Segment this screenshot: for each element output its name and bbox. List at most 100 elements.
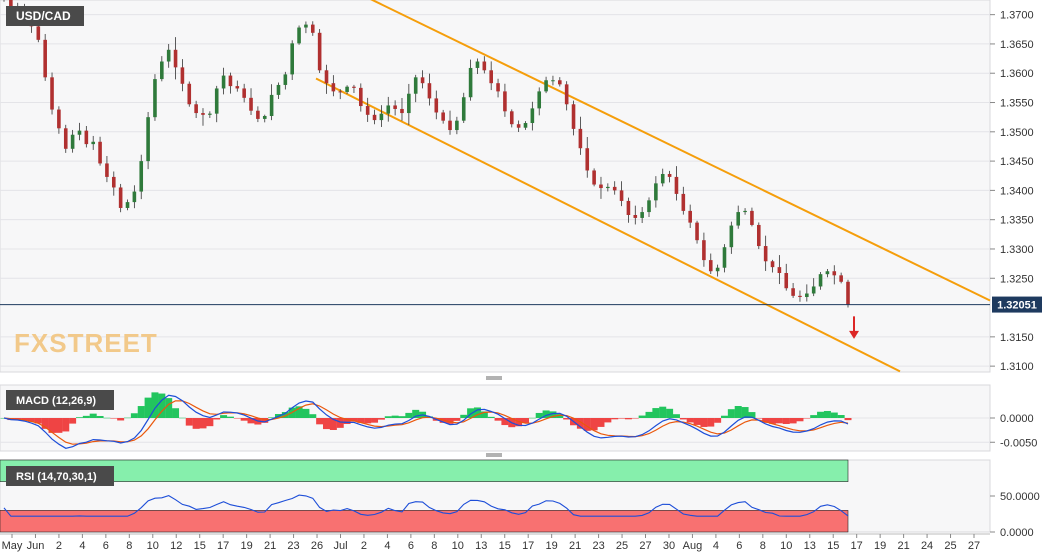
candle (242, 83, 246, 103)
candle (530, 101, 535, 131)
watermark: FXSTREET (14, 328, 158, 358)
macd-histogram-bar (329, 418, 337, 430)
candle (537, 87, 542, 116)
macd-histogram-bar (165, 398, 173, 418)
candle (523, 121, 528, 130)
x-tick-label: May (2, 540, 23, 552)
rsi-overbought-band (0, 459, 849, 482)
pane-resize-handle[interactable] (486, 453, 502, 457)
candle (496, 78, 500, 98)
symbol-text: USD/CAD (16, 9, 71, 23)
x-tick-label: 21 (569, 540, 581, 552)
macd-histogram-bar (467, 408, 475, 418)
x-tick-label: 15 (827, 540, 839, 552)
x-tick-label: 4 (384, 540, 390, 552)
x-tick-label: 6 (408, 540, 414, 552)
x-tick-label: 19 (241, 540, 253, 552)
macd-histogram-bar (130, 413, 138, 418)
candle (612, 181, 617, 195)
x-tick-label: 8 (760, 540, 766, 552)
candle (468, 59, 473, 101)
macd-histogram-bar (21, 418, 29, 421)
macd-tick-label: -0.0050 (1000, 437, 1037, 449)
svg-text:RSI (14,70,30,1): RSI (14,70,30,1) (16, 471, 97, 483)
x-tick-label: 10 (147, 540, 159, 552)
macd-histogram-bar (158, 393, 166, 418)
candle (475, 58, 480, 74)
macd-histogram-bar (624, 418, 632, 420)
price-tick-label: 1.3150 (1000, 332, 1034, 344)
macd-histogram-bar (618, 418, 626, 419)
svg-text:MACD (12,26,9): MACD (12,26,9) (16, 395, 96, 407)
macd-histogram-bar (233, 418, 241, 419)
pane-resize-handle[interactable] (485, 376, 503, 381)
macd-histogram-bar (604, 418, 612, 423)
candle (729, 221, 734, 254)
macd-tick-label: 0.0000 (1000, 413, 1034, 425)
candle (434, 90, 439, 120)
candle (393, 100, 397, 116)
price-tick-label: 1.3550 (1000, 98, 1034, 110)
macd-histogram-bar (810, 415, 818, 418)
macd-histogram-bar (137, 406, 145, 418)
candle (763, 235, 768, 271)
x-tick-label: 17 (217, 540, 229, 552)
macd-histogram-bar (631, 418, 639, 419)
candle (297, 25, 301, 45)
candle (352, 84, 356, 93)
price-tick-label: 1.3400 (1000, 185, 1034, 197)
x-tick-label: 15 (499, 540, 511, 552)
macd-histogram-bar (364, 418, 372, 424)
x-tick-label: 10 (452, 540, 464, 552)
candle (166, 44, 171, 68)
x-tick-label: 19 (874, 540, 886, 552)
macd-histogram-bar (672, 414, 680, 418)
candle (262, 114, 267, 123)
candle (441, 109, 445, 124)
macd-histogram-bar (755, 418, 763, 419)
candle (516, 120, 521, 132)
macd-histogram-bar (398, 416, 406, 418)
macd-histogram-bar (69, 418, 77, 424)
candle (345, 85, 349, 94)
macd-histogram-bar (295, 406, 303, 418)
macd-histogram-bar (576, 418, 584, 429)
candle (489, 61, 493, 91)
candle (386, 96, 391, 122)
candle (400, 97, 404, 121)
candle (359, 83, 363, 112)
candle (256, 106, 260, 123)
x-tick-label: 25 (944, 540, 956, 552)
macd-histogram-bar (240, 418, 248, 421)
macd-histogram-bar (789, 418, 797, 424)
x-tick-label: 6 (103, 540, 109, 552)
candle (551, 75, 555, 86)
candle (564, 81, 569, 111)
candles (3, 0, 850, 308)
candle (324, 64, 329, 94)
candle (98, 136, 102, 166)
x-tick-label: 13 (475, 540, 487, 552)
candle (365, 97, 370, 122)
macd-histogram-bar (515, 418, 523, 427)
candle (448, 110, 452, 135)
macd-histogram-bar (521, 418, 529, 423)
price-tick-label: 1.3300 (1000, 244, 1034, 256)
x-tick-label: 17 (851, 540, 863, 552)
macd-histogram-bar (55, 418, 63, 433)
candle (290, 40, 294, 80)
macd-histogram-bar (206, 418, 214, 427)
macd-histogram-bar (268, 417, 276, 418)
macd-histogram-bar (96, 415, 104, 418)
macd-histogram-bar (446, 418, 454, 424)
macd-histogram-bar (391, 415, 399, 418)
candle (180, 59, 185, 92)
candle (235, 80, 240, 92)
macd-line (3, 394, 849, 449)
price-tick-label: 1.3100 (1000, 361, 1034, 373)
symbol-label: USD/CAD (6, 6, 84, 26)
macd-histogram-bar (89, 413, 97, 418)
macd-histogram-bar (583, 418, 591, 431)
x-tick-label: 4 (713, 540, 719, 552)
